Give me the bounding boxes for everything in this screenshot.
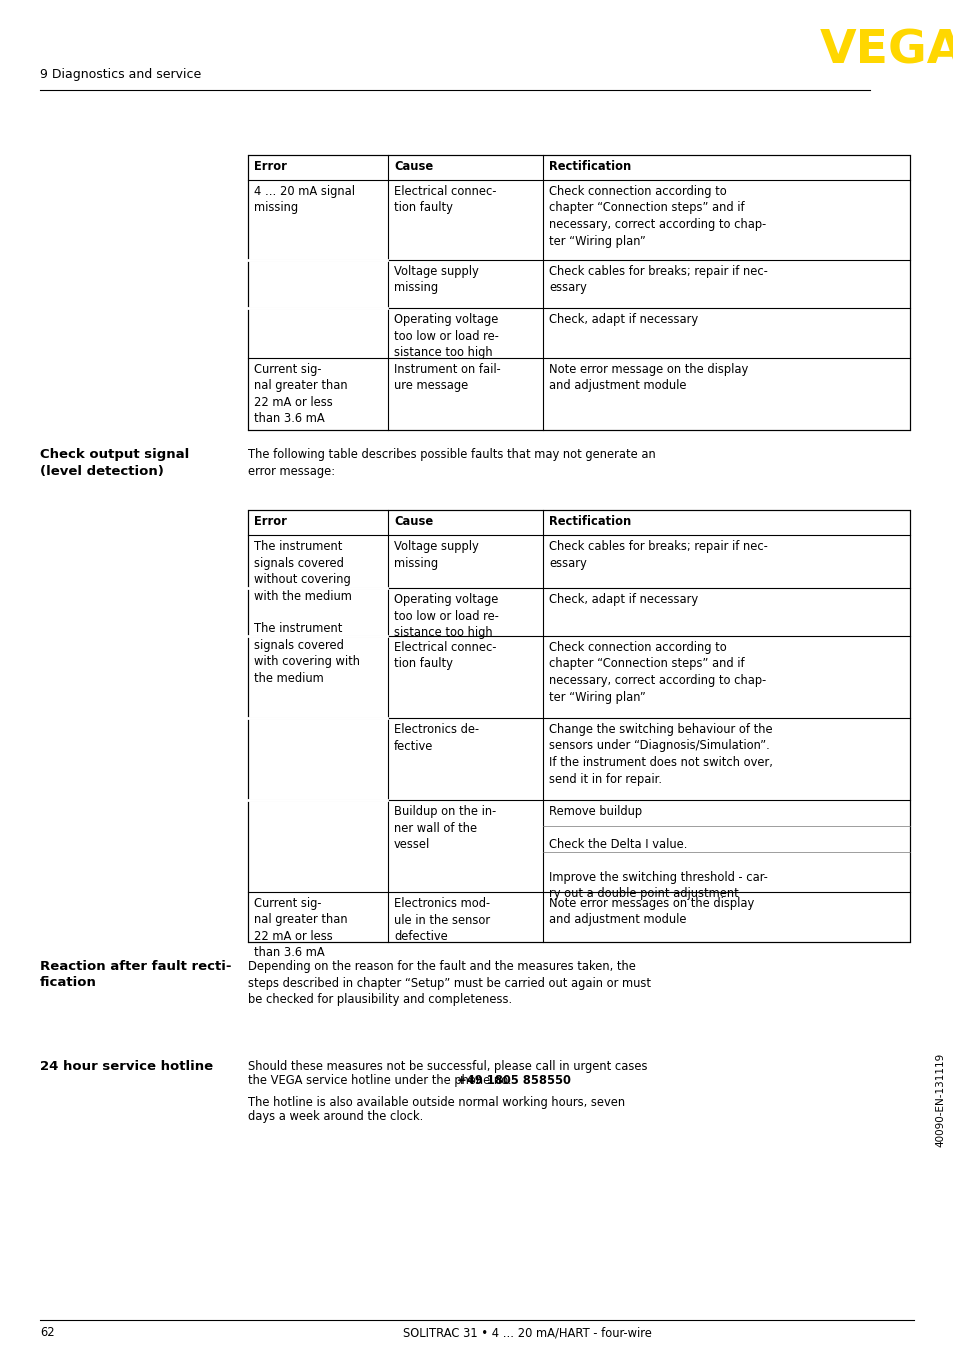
Text: 9 Diagnostics and service: 9 Diagnostics and service bbox=[40, 68, 201, 81]
Text: Check connection according to
chapter “Connection steps” and if
necessary, corre: Check connection according to chapter “C… bbox=[548, 640, 765, 704]
Text: Check, adapt if necessary: Check, adapt if necessary bbox=[548, 313, 698, 326]
Text: Check, adapt if necessary: Check, adapt if necessary bbox=[548, 593, 698, 607]
Text: Change the switching behaviour of the
sensors under “Diagnosis/Simulation”.
If t: Change the switching behaviour of the se… bbox=[548, 723, 772, 785]
Text: SOLITRAC 31 • 4 … 20 mA/HART - four-wire: SOLITRAC 31 • 4 … 20 mA/HART - four-wire bbox=[402, 1326, 651, 1339]
Text: Check cables for breaks; repair if nec-
essary: Check cables for breaks; repair if nec- … bbox=[548, 540, 767, 570]
Text: Buildup on the in-
ner wall of the
vessel: Buildup on the in- ner wall of the vesse… bbox=[394, 806, 496, 852]
Text: Error: Error bbox=[253, 160, 287, 173]
Text: Note error message on the display
and adjustment module: Note error message on the display and ad… bbox=[548, 363, 747, 393]
Text: the VEGA service hotline under the phone no.: the VEGA service hotline under the phone… bbox=[248, 1074, 515, 1087]
Text: Check cables for breaks; repair if nec-
essary: Check cables for breaks; repair if nec- … bbox=[548, 265, 767, 295]
Text: Current sig-
nal greater than
22 mA or less
than 3.6 mA: Current sig- nal greater than 22 mA or l… bbox=[253, 896, 347, 960]
Text: Electronics de-
fective: Electronics de- fective bbox=[394, 723, 478, 753]
Text: Voltage supply
missing: Voltage supply missing bbox=[394, 265, 478, 295]
Text: 40090-EN-131119: 40090-EN-131119 bbox=[934, 1053, 944, 1147]
Text: Rectification: Rectification bbox=[548, 160, 631, 173]
Text: Instrument on fail-
ure message: Instrument on fail- ure message bbox=[394, 363, 500, 393]
Text: Rectification: Rectification bbox=[548, 515, 631, 528]
Text: Check connection according to
chapter “Connection steps” and if
necessary, corre: Check connection according to chapter “C… bbox=[548, 185, 765, 248]
Text: days a week around the clock.: days a week around the clock. bbox=[248, 1110, 423, 1122]
Text: +49 1805 858550: +49 1805 858550 bbox=[456, 1074, 571, 1087]
Text: VEGA: VEGA bbox=[820, 28, 953, 73]
Text: 24 hour service hotline: 24 hour service hotline bbox=[40, 1060, 213, 1072]
Text: Cause: Cause bbox=[394, 160, 433, 173]
Text: The instrument
signals covered
without covering
with the medium

The instrument
: The instrument signals covered without c… bbox=[253, 540, 359, 685]
Text: 4 … 20 mA signal
missing: 4 … 20 mA signal missing bbox=[253, 185, 355, 214]
Text: Operating voltage
too low or load re-
sistance too high: Operating voltage too low or load re- si… bbox=[394, 593, 498, 639]
Text: Current sig-
nal greater than
22 mA or less
than 3.6 mA: Current sig- nal greater than 22 mA or l… bbox=[253, 363, 347, 425]
Text: Reaction after fault recti-
fication: Reaction after fault recti- fication bbox=[40, 960, 232, 990]
Text: The following table describes possible faults that may not generate an
error mes: The following table describes possible f… bbox=[248, 448, 655, 478]
Text: Operating voltage
too low or load re-
sistance too high: Operating voltage too low or load re- si… bbox=[394, 313, 498, 359]
Text: Electrical connec-
tion faulty: Electrical connec- tion faulty bbox=[394, 185, 496, 214]
Text: Note error messages on the display
and adjustment module: Note error messages on the display and a… bbox=[548, 896, 754, 926]
Text: Check output signal
(level detection): Check output signal (level detection) bbox=[40, 448, 189, 478]
Text: Cause: Cause bbox=[394, 515, 433, 528]
Text: Voltage supply
missing: Voltage supply missing bbox=[394, 540, 478, 570]
Bar bbox=[248, 510, 909, 942]
Bar bbox=[248, 154, 909, 431]
Text: Depending on the reason for the fault and the measures taken, the
steps describe: Depending on the reason for the fault an… bbox=[248, 960, 650, 1006]
Text: 62: 62 bbox=[40, 1326, 54, 1339]
Text: Should these measures not be successful, please call in urgent cases: Should these measures not be successful,… bbox=[248, 1060, 647, 1072]
Text: The hotline is also available outside normal working hours, seven: The hotline is also available outside no… bbox=[248, 1095, 624, 1109]
Text: Electronics mod-
ule in the sensor
defective: Electronics mod- ule in the sensor defec… bbox=[394, 896, 490, 942]
Text: Error: Error bbox=[253, 515, 287, 528]
Text: Remove buildup

Check the Delta I value.

Improve the switching threshold - car-: Remove buildup Check the Delta I value. … bbox=[548, 806, 767, 900]
Text: Electrical connec-
tion faulty: Electrical connec- tion faulty bbox=[394, 640, 496, 670]
Text: .: . bbox=[533, 1074, 536, 1087]
